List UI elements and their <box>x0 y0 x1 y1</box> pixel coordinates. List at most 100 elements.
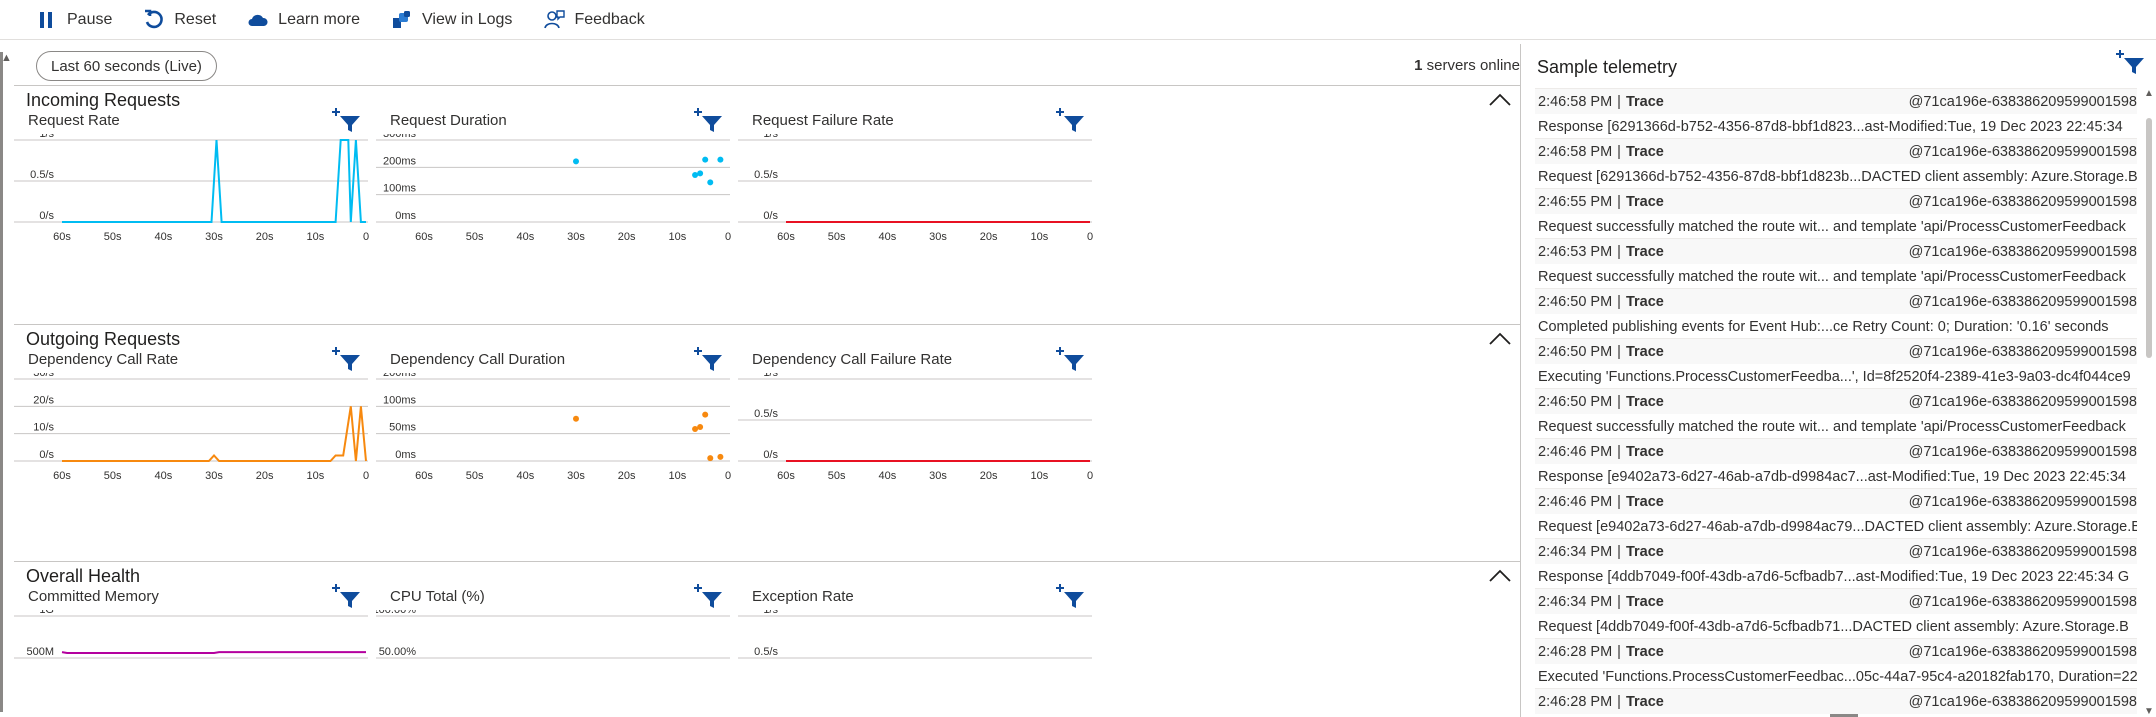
y-tick-label: 0ms <box>395 449 416 461</box>
chart-title: Request Duration <box>390 112 507 129</box>
y-tick-label: 0/s <box>39 210 54 222</box>
data-point <box>692 426 699 433</box>
x-tick-label: 20s <box>618 470 636 482</box>
y-tick-label: 100ms <box>383 394 417 406</box>
x-tick-label: 60s <box>777 470 795 482</box>
separator: | <box>1617 243 1621 260</box>
telemetry-message: Request successfully matched the route w… <box>1538 418 2126 435</box>
telemetry-item-header: 2:46:46 PM | Trace @71ca196e-63838620959900… <box>1535 489 2137 514</box>
telemetry-item[interactable]: 2:46:50 PM | Trace @71ca196e-63838620959900… <box>1535 388 2137 438</box>
telemetry-item[interactable]: 2:46:46 PM | Trace @71ca196e-63838620959900… <box>1535 438 2137 488</box>
telemetry-item[interactable]: 2:46:58 PM | Trace @71ca196e-63838620959900… <box>1535 138 2137 188</box>
telemetry-type: Trace <box>1625 193 1664 210</box>
telemetry-time: 2:46:50 PM <box>1538 293 1613 310</box>
data-point <box>707 455 714 462</box>
telemetry-type: Trace <box>1625 143 1664 160</box>
telemetry-time: 2:46:50 PM <box>1538 393 1613 410</box>
telemetry-type: Trace <box>1625 493 1664 510</box>
scroll-down-icon[interactable]: ▼ <box>2144 706 2154 717</box>
filter-icon[interactable] <box>1056 582 1086 610</box>
x-tick-label: 30s <box>567 470 585 482</box>
separator: | <box>1617 643 1621 660</box>
caret-up-icon: ▲ <box>1 52 12 64</box>
telemetry-scrollbar[interactable]: ▲ ▼ <box>2142 88 2156 717</box>
x-tick-label: 0 <box>363 470 369 482</box>
time-range-pill[interactable]: Last 60 seconds (Live) <box>36 51 217 81</box>
x-tick-label: 40s <box>154 231 172 243</box>
pause-button[interactable]: Pause <box>36 9 112 31</box>
telemetry-time: 2:46:28 PM <box>1538 693 1613 710</box>
reset-icon <box>145 9 164 28</box>
separator: | <box>1617 143 1621 160</box>
data-point <box>573 158 579 165</box>
chart-title: Exception Rate <box>752 588 854 605</box>
telemetry-item[interactable]: 2:46:28 PM | Trace @71ca196e-63838620959900… <box>1535 688 2137 717</box>
telemetry-item[interactable]: 2:46:53 PM | Trace @71ca196e-63838620959900… <box>1535 238 2137 288</box>
telemetry-item[interactable]: 2:46:46 PM | Trace @71ca196e-63838620959900… <box>1535 488 2137 538</box>
feedback-label: Feedback <box>574 10 645 28</box>
x-tick-label: 50s <box>466 231 484 243</box>
reset-button[interactable]: Reset <box>143 9 216 31</box>
scrollbar-thumb[interactable] <box>2146 118 2152 358</box>
telemetry-item[interactable]: 2:46:55 PM | Trace @71ca196e-63838620959900… <box>1535 188 2137 238</box>
x-tick-label: 30s <box>567 231 585 243</box>
data-point <box>573 415 579 422</box>
telemetry-time: 2:46:58 PM <box>1538 93 1613 110</box>
filter-icon[interactable] <box>1056 106 1086 134</box>
y-tick-label: 0.5/s <box>754 408 778 420</box>
feedback-button[interactable]: Feedback <box>543 9 645 31</box>
collapse-icon[interactable] <box>1486 90 1514 110</box>
telemetry-list[interactable]: 2:46:58 PM | Trace @71ca196e-63838620959900… <box>1535 88 2137 717</box>
x-tick-label: 20s <box>618 231 636 243</box>
filter-icon[interactable] <box>694 106 724 134</box>
telemetry-id: @71ca196e-638386209599001598 <box>1908 393 2137 410</box>
scroll-up-icon[interactable]: ▲ <box>2144 88 2154 99</box>
plot-area: 1/s 0.5/s 0/s 60s 50s 40s 30s 20s 10s 0 <box>14 134 369 243</box>
telemetry-time: 2:46:55 PM <box>1538 193 1613 210</box>
telemetry-type: Trace <box>1625 643 1664 660</box>
x-tick-label: 20s <box>980 231 998 243</box>
horizontal-scrollbar-thumb[interactable] <box>1830 714 1858 717</box>
telemetry-item[interactable]: 2:46:34 PM | Trace @71ca196e-63838620959900… <box>1535 538 2137 588</box>
filter-icon[interactable] <box>694 345 724 373</box>
x-tick-label: 30s <box>205 470 223 482</box>
section-title: Overall Health <box>26 566 141 586</box>
telemetry-item[interactable]: 2:46:34 PM | Trace @71ca196e-63838620959900… <box>1535 588 2137 638</box>
filter-icon[interactable] <box>332 106 362 134</box>
learn-more-button[interactable]: Learn more <box>247 9 360 31</box>
telemetry-item-header: 2:46:28 PM | Trace @71ca196e-63838620959900… <box>1535 689 2137 714</box>
telemetry-message: Response [6291366d-b752-4356-87d8-bbf1d8… <box>1538 118 2123 135</box>
telemetry-item[interactable]: 2:46:28 PM | Trace @71ca196e-63838620959900… <box>1535 638 2137 688</box>
telemetry-id: @71ca196e-638386209599001598 <box>1908 243 2137 260</box>
telemetry-message: Request [e9402a73-6d27-46ab-a7db-d9984ac… <box>1538 518 2137 535</box>
x-tick-label: 40s <box>878 470 896 482</box>
chart-title: Dependency Call Rate <box>28 351 179 368</box>
y-tick-label: 100.00% <box>376 610 416 616</box>
reset-label: Reset <box>174 10 217 28</box>
telemetry-title: Sample telemetry <box>1537 57 1678 77</box>
data-point <box>702 411 709 418</box>
feedback-icon <box>544 9 566 28</box>
y-tick-label: 200ms <box>383 155 417 167</box>
view-in-logs-label: View in Logs <box>422 10 513 28</box>
filter-icon[interactable] <box>2116 48 2146 76</box>
telemetry-item-header: 2:46:58 PM | Trace @71ca196e-63838620959900… <box>1535 139 2137 164</box>
sample-telemetry-panel: Sample telemetry 2:46:58 PM | Trace @71ca19… <box>1520 44 2156 717</box>
y-tick-label: 300ms <box>383 134 417 140</box>
filter-icon[interactable] <box>332 582 362 610</box>
chart-title: Request Failure Rate <box>752 112 894 129</box>
collapse-icon[interactable] <box>1486 329 1514 349</box>
data-point <box>702 156 709 163</box>
collapse-icon[interactable] <box>1486 566 1514 586</box>
telemetry-item[interactable]: 2:46:50 PM | Trace @71ca196e-63838620959900… <box>1535 288 2137 338</box>
filter-icon[interactable] <box>332 345 362 373</box>
telemetry-id: @71ca196e-638386209599001598 <box>1908 293 2137 310</box>
view-in-logs-button[interactable]: View in Logs <box>391 9 512 31</box>
filter-icon[interactable] <box>694 582 724 610</box>
telemetry-item[interactable]: 2:46:50 PM | Trace @71ca196e-63838620959900… <box>1535 338 2137 388</box>
telemetry-id: @71ca196e-638386209599001598 <box>1908 193 2137 210</box>
telemetry-item[interactable]: 2:46:58 PM | Trace @71ca196e-63838620959900… <box>1535 88 2137 138</box>
telemetry-type: Trace <box>1625 443 1664 460</box>
telemetry-time: 2:46:46 PM <box>1538 493 1613 510</box>
filter-icon[interactable] <box>1056 345 1086 373</box>
